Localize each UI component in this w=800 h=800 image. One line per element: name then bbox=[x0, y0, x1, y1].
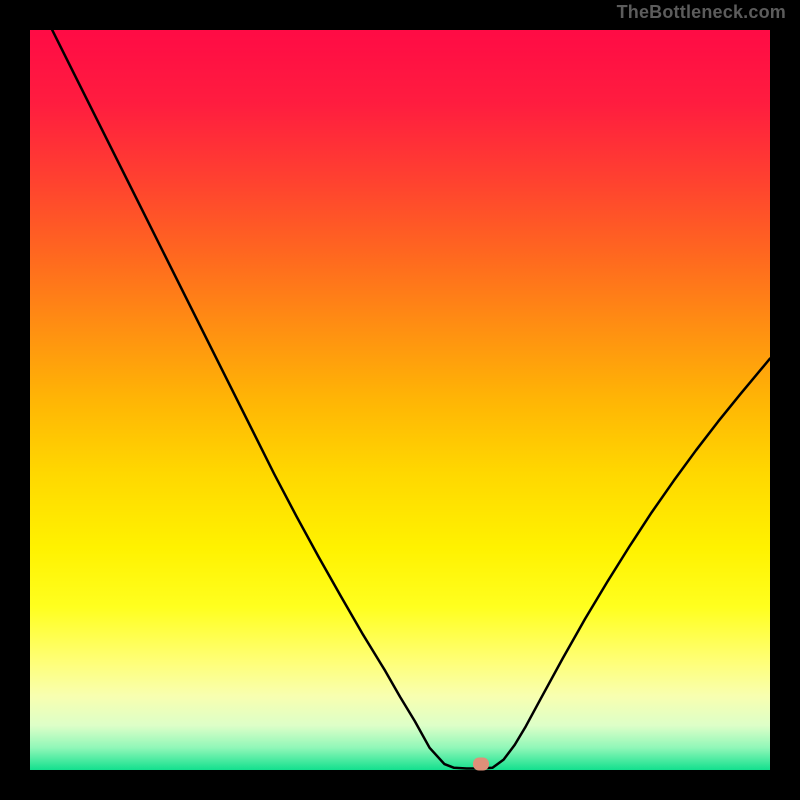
chart-plot-area bbox=[30, 30, 770, 770]
bottleneck-curve bbox=[30, 30, 770, 770]
current-point-marker bbox=[473, 758, 489, 771]
watermark-text: TheBottleneck.com bbox=[617, 2, 786, 23]
